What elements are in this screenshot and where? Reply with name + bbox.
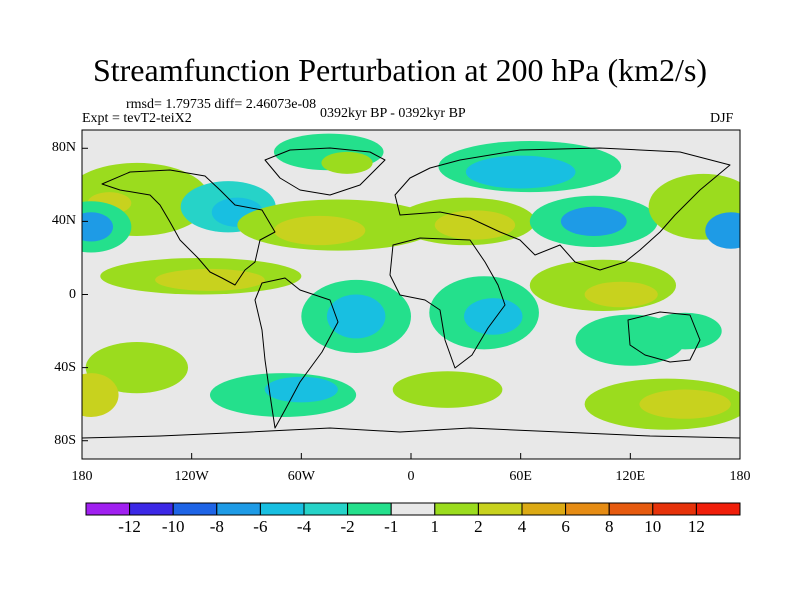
contour-region-25 [584,281,658,308]
period-label: 0392kyr BP - 0392kyr BP [320,106,466,121]
stats-text: rmsd= 1.79735 diff= 2.46073e-08 [126,97,317,112]
colorbar-swatch [172,502,218,516]
colorbar-swatch [259,502,305,516]
coastline-australia [627,311,701,363]
colorbar-label: -6 [253,517,268,536]
coastline-south-america [254,277,339,429]
contour-region-5 [82,212,114,242]
colorbar-label: 2 [474,517,483,536]
contour-region-13 [434,210,516,240]
axis-tick-marks [81,147,741,459]
lon-tick-label: 180 [71,469,93,484]
colorbar-swatch [434,502,479,516]
colorbar-swatch [390,502,436,516]
lat-tick-label: 0 [69,286,76,302]
experiment-label: Expt = tevT2-teiX2 [82,111,192,126]
colorbar [85,502,741,516]
colorbar-label: 6 [561,517,570,536]
coastline-eurasia [394,147,731,271]
colorbar-swatch [85,502,131,516]
contour-region-11 [465,155,576,189]
lat-tick-label: 40S [54,359,76,375]
colorbar-swatch [608,502,654,516]
lon-tick-label: 60E [509,469,532,484]
coastline-layer [82,147,740,439]
contour-region-1 [321,151,373,174]
contour-region-32 [392,371,503,408]
colorbar-label: 12 [687,517,705,536]
colorbar-label: -4 [296,517,312,536]
colorbar-swatch [565,502,610,516]
contour-fill-layer [82,133,740,430]
colorbar-swatch [303,502,349,516]
colorbar-swatch [216,502,261,516]
colorbar-label: 4 [517,517,527,536]
coastline-north-america [101,169,276,286]
colorbar-label: 8 [604,517,614,536]
lat-tick-label: 80S [54,432,76,448]
contour-region-19 [155,268,265,291]
contour-region-34 [639,389,731,419]
coastline-africa [389,237,506,369]
contour-region-29 [82,373,119,417]
lon-tick-label: 0 [407,469,415,484]
colorbar-swatch [695,502,741,516]
lat-tick-label: 80N [51,140,76,156]
colorbar-label: -1 [384,517,399,536]
colorbar-swatch [347,502,392,516]
lon-tick-label: 60W [287,469,315,484]
colorbar-label: -12 [118,517,141,536]
colorbar-swatch [652,502,697,516]
season-label: DJF [710,111,734,126]
contour-region-16 [648,173,740,240]
coastline-antarctica [82,427,740,439]
contour-region-15 [560,206,627,237]
colorbar-label: 10 [644,517,662,536]
colorbar-label: -8 [209,517,224,536]
colorbar-swatch [521,502,567,516]
contour-region-9 [273,215,366,246]
coastline-greenland [264,147,386,196]
lon-tick-label: 180 [729,469,751,484]
colorbar-label: -10 [161,517,185,536]
colorbar-label: 1 [430,517,440,536]
contour-region-17 [705,212,740,249]
lon-tick-label: 120W [174,469,209,484]
contour-region-31 [264,376,338,403]
lat-tick-label: 40N [51,213,76,229]
colorbar-label: -2 [340,517,355,536]
lon-tick-label: 120E [615,469,646,484]
colorbar-swatch [129,502,174,516]
map-title: Streamfunction Perturbation at 200 hPa (… [92,52,708,88]
contour-region-21 [326,294,386,339]
colorbar-swatch [477,502,523,516]
contour-region-23 [464,298,523,335]
contour-region-27 [648,312,722,350]
